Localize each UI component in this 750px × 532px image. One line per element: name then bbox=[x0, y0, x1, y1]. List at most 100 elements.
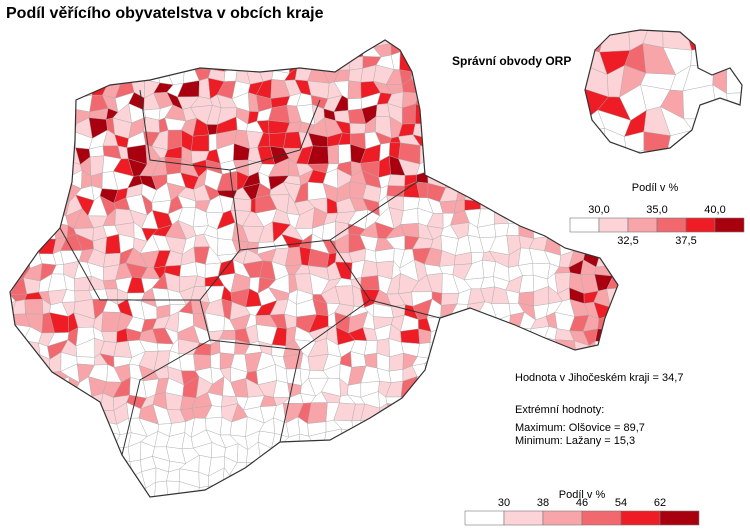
area bbox=[74, 458, 95, 475]
area bbox=[546, 121, 561, 138]
area bbox=[336, 40, 348, 42]
area bbox=[178, 40, 199, 45]
area bbox=[38, 208, 57, 228]
area bbox=[347, 41, 364, 59]
area bbox=[424, 482, 443, 497]
area bbox=[10, 324, 16, 345]
area bbox=[607, 389, 618, 411]
area bbox=[388, 498, 404, 514]
area bbox=[223, 494, 232, 497]
area bbox=[89, 64, 109, 83]
area bbox=[22, 454, 44, 469]
area bbox=[116, 483, 132, 497]
area bbox=[704, 140, 735, 153]
area bbox=[51, 442, 69, 463]
area bbox=[682, 84, 719, 120]
area bbox=[380, 493, 395, 497]
area bbox=[10, 252, 16, 269]
area bbox=[611, 470, 618, 487]
area bbox=[401, 480, 420, 497]
legend-top: 30,0 32,5 35,0 37,5 40,0 bbox=[569, 204, 745, 247]
area bbox=[103, 444, 116, 463]
area bbox=[465, 312, 481, 334]
area bbox=[519, 156, 535, 177]
area bbox=[569, 105, 584, 121]
area bbox=[542, 142, 558, 161]
area bbox=[476, 444, 496, 464]
area bbox=[583, 350, 599, 371]
area bbox=[585, 30, 605, 53]
area bbox=[489, 418, 506, 438]
area bbox=[597, 142, 615, 165]
area bbox=[469, 407, 485, 424]
area bbox=[91, 459, 105, 473]
area bbox=[312, 471, 325, 489]
area bbox=[622, 156, 642, 177]
area bbox=[504, 357, 522, 370]
area bbox=[516, 106, 535, 122]
area bbox=[620, 404, 639, 422]
area bbox=[259, 472, 277, 485]
legend-swatch bbox=[581, 510, 622, 526]
area bbox=[26, 467, 42, 487]
area bbox=[74, 276, 92, 292]
area bbox=[519, 142, 537, 158]
legend-label: 37,5 bbox=[675, 235, 696, 247]
area bbox=[29, 136, 38, 152]
inset-outline bbox=[584, 29, 743, 154]
area bbox=[620, 314, 637, 332]
area bbox=[535, 83, 546, 98]
area bbox=[299, 40, 314, 46]
area bbox=[338, 144, 352, 165]
area bbox=[101, 498, 120, 510]
area bbox=[10, 443, 18, 459]
area bbox=[583, 171, 603, 188]
area bbox=[76, 356, 96, 366]
area bbox=[51, 148, 70, 165]
area bbox=[131, 65, 147, 83]
area bbox=[622, 262, 640, 279]
area bbox=[25, 78, 44, 95]
area bbox=[502, 198, 524, 217]
region-outline bbox=[9, 39, 619, 498]
area bbox=[440, 103, 455, 126]
area bbox=[360, 420, 380, 437]
area bbox=[493, 325, 510, 344]
area bbox=[425, 428, 444, 450]
area bbox=[622, 459, 641, 474]
area bbox=[75, 79, 93, 99]
area bbox=[476, 342, 499, 357]
area bbox=[463, 80, 478, 100]
area bbox=[441, 293, 460, 306]
legend-label: 46 bbox=[576, 497, 588, 509]
area bbox=[125, 494, 144, 497]
area bbox=[452, 337, 470, 359]
area bbox=[50, 123, 65, 137]
area bbox=[10, 339, 16, 359]
area bbox=[295, 460, 313, 477]
area bbox=[490, 122, 511, 134]
area bbox=[22, 407, 38, 422]
area bbox=[517, 85, 538, 96]
legend-swatch bbox=[659, 510, 700, 526]
area bbox=[12, 405, 25, 421]
area bbox=[10, 455, 16, 470]
area bbox=[451, 80, 473, 100]
area bbox=[519, 172, 536, 190]
area bbox=[388, 448, 405, 462]
area bbox=[231, 40, 251, 45]
area bbox=[569, 155, 589, 172]
area bbox=[38, 40, 56, 59]
area bbox=[12, 235, 27, 254]
area bbox=[10, 168, 16, 190]
area bbox=[612, 145, 618, 165]
area bbox=[735, 30, 742, 46]
area bbox=[507, 446, 519, 461]
area bbox=[452, 106, 472, 126]
area bbox=[154, 495, 174, 497]
area bbox=[347, 40, 363, 46]
area bbox=[37, 383, 53, 399]
area bbox=[586, 40, 602, 47]
area bbox=[389, 433, 405, 450]
area bbox=[68, 458, 79, 475]
